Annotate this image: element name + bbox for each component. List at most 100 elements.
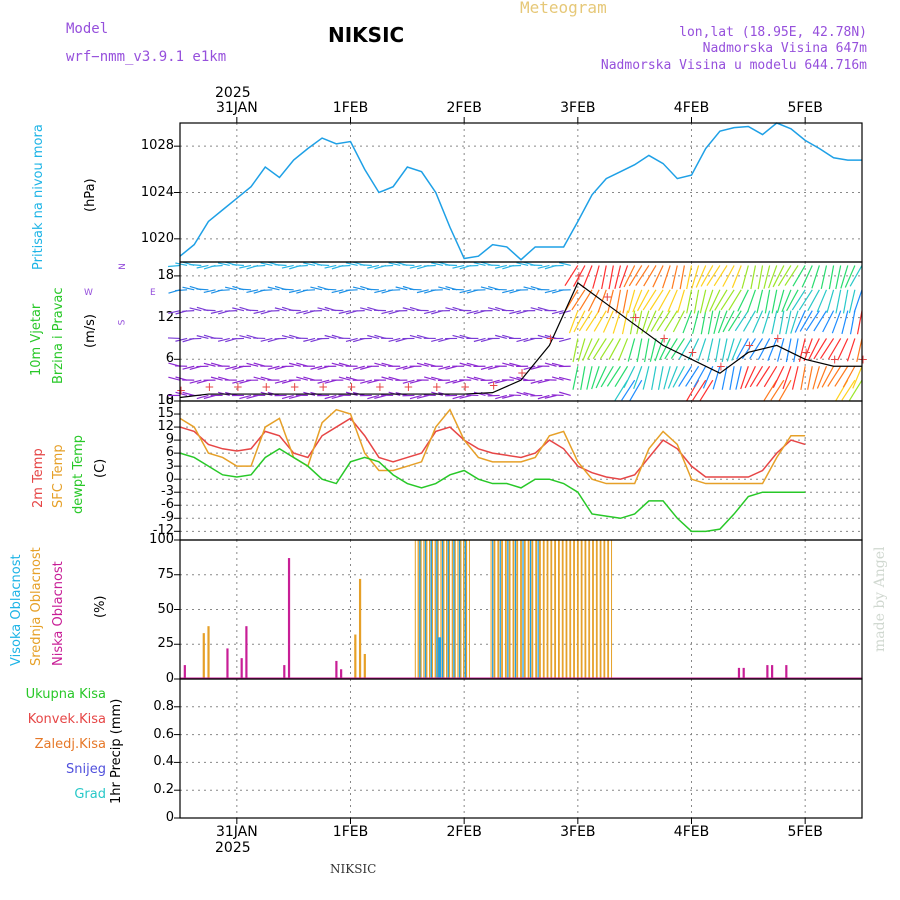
wind-arrow xyxy=(728,310,742,332)
wind-arrow xyxy=(487,307,500,312)
wind-arrow xyxy=(651,366,657,390)
wind-arrow xyxy=(749,338,764,360)
wind-arrow xyxy=(682,310,693,334)
wind-arrow xyxy=(502,289,515,294)
date-label: 4FEB xyxy=(673,824,710,840)
wind-arrow xyxy=(409,288,422,291)
wind-arrow xyxy=(623,265,636,288)
date-label: 1FEB xyxy=(332,100,369,116)
wind-arrow xyxy=(530,264,543,267)
wind-arrow xyxy=(210,264,223,268)
wind-arrow xyxy=(628,265,643,287)
wind-arrow xyxy=(612,310,622,334)
wind-arrow xyxy=(367,334,380,340)
wind-arrow xyxy=(502,362,515,367)
temp-tick-label: -3 xyxy=(161,484,174,500)
cloud-bar-mid xyxy=(558,539,563,680)
wind-arrow xyxy=(452,334,465,340)
wind-arrow xyxy=(253,376,266,381)
cloud-tick-label: 75 xyxy=(157,566,174,582)
cloud-tick-label: 50 xyxy=(157,601,174,617)
wind-arrow xyxy=(663,366,671,390)
wind-arrow xyxy=(289,362,301,367)
wind-arrow xyxy=(800,366,806,390)
wind-arrow xyxy=(856,310,863,335)
wind-arrow xyxy=(558,376,571,381)
wind-arrow xyxy=(281,394,294,400)
wind-arrow xyxy=(381,264,394,267)
wind-arrow xyxy=(670,338,685,359)
wind-arrow xyxy=(841,310,849,335)
wind-arrow xyxy=(544,289,557,294)
wind-gust-marker: + xyxy=(432,380,442,394)
wind-gust-marker: + xyxy=(688,345,698,359)
wind-arrow xyxy=(784,265,799,286)
wind-arrow xyxy=(844,265,856,288)
wind-arrow xyxy=(848,379,863,401)
wind-arrow xyxy=(409,379,422,384)
wind-arrow xyxy=(600,365,614,388)
wind-arrow xyxy=(175,289,188,292)
sfc-temp-line xyxy=(179,408,806,485)
wind-arrow xyxy=(812,366,820,390)
wind-arrow xyxy=(317,307,330,312)
wind-arrow xyxy=(239,288,252,291)
wind-arrow xyxy=(636,338,643,363)
wind-arrow xyxy=(239,335,252,340)
wind-arrow xyxy=(571,289,586,311)
wind-arrow xyxy=(360,307,372,312)
pressure-tick-label: 1024 xyxy=(140,184,174,200)
wind-arrow xyxy=(232,307,245,312)
wind-arrow xyxy=(582,338,593,361)
wind-arrow xyxy=(409,394,422,400)
date-label: 5FEB xyxy=(787,100,823,116)
wind-arrow xyxy=(473,262,486,267)
wind-arrow xyxy=(568,310,579,334)
wind-arrow xyxy=(636,289,650,312)
wind-arrow xyxy=(431,337,444,343)
wind-arrow xyxy=(182,286,195,291)
wind-arrow xyxy=(807,366,813,390)
wind-arrow xyxy=(585,310,600,332)
wind-arrow xyxy=(840,265,849,289)
wind-arrow xyxy=(813,310,827,332)
wind-arrow xyxy=(495,379,507,384)
wind-arrow xyxy=(431,262,443,267)
wind-arrow xyxy=(778,379,792,402)
wind-arrow xyxy=(452,264,465,269)
wind-tick-label: 6 xyxy=(165,351,174,367)
wind-arrow xyxy=(196,264,209,269)
wind-arrow xyxy=(459,362,472,367)
wind-arrow xyxy=(715,338,721,363)
wind-arrow xyxy=(203,362,216,367)
wind-arrow xyxy=(267,310,280,312)
wind-arrow xyxy=(704,289,714,313)
wind-arrow xyxy=(324,288,337,291)
wind-arrow xyxy=(516,262,529,267)
cloud-bar-mid xyxy=(585,539,590,680)
wind-arrow xyxy=(388,376,401,381)
wind-arrow xyxy=(713,310,721,335)
wind-arrow xyxy=(246,289,259,294)
wind-arrow xyxy=(595,365,607,389)
cloud-bar-mid xyxy=(547,539,552,680)
wind-arrow xyxy=(502,394,515,399)
wind-arrow xyxy=(217,289,230,292)
wind-arrow xyxy=(740,366,749,390)
wind-arrow xyxy=(225,365,237,370)
wind-arrow xyxy=(811,265,820,289)
wind-arrow xyxy=(586,366,593,390)
wind-arrow xyxy=(516,391,529,397)
lonlat-label: lon,lat (18.95E, 42.78N) xyxy=(679,25,867,40)
wind-arrow xyxy=(317,379,330,384)
wind-arrow xyxy=(537,264,550,269)
pressure-tick-label: 1020 xyxy=(140,230,174,246)
wind-arrow xyxy=(224,286,237,291)
wind-arrow xyxy=(642,366,650,390)
wind-arrow xyxy=(530,379,543,384)
wind-arrow xyxy=(744,365,756,389)
wind-arrow xyxy=(565,289,579,311)
cloud-bar xyxy=(245,626,248,679)
cloud-tick-label: 25 xyxy=(157,636,174,652)
wind-gust-marker: + xyxy=(460,380,470,394)
